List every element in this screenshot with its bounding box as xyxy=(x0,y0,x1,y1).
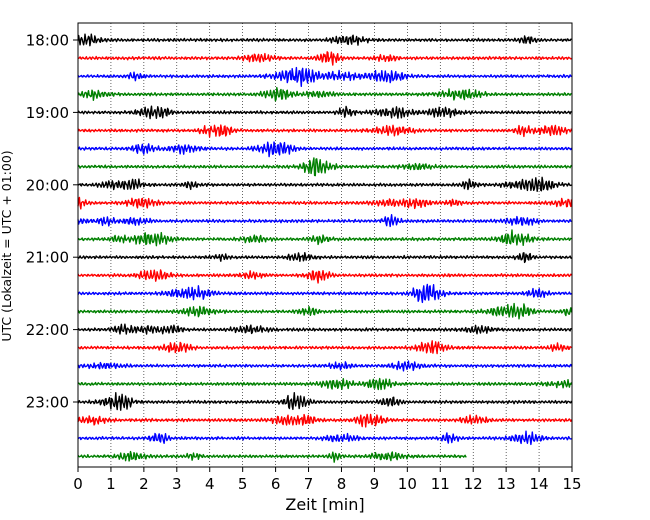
y-tick-label: 20:00 xyxy=(26,176,69,194)
seismic-trace xyxy=(77,283,573,304)
x-tick-label: 11 xyxy=(431,475,450,493)
seismic-trace xyxy=(77,450,467,463)
x-tick-label: 10 xyxy=(398,475,417,493)
y-tick-label: 22:00 xyxy=(26,321,69,339)
seismic-trace xyxy=(77,229,572,247)
seismic-trace xyxy=(77,176,572,192)
seismic-trace xyxy=(77,157,573,177)
seismic-trace xyxy=(77,196,573,210)
x-tick-label: 8 xyxy=(337,475,347,493)
seismic-trace xyxy=(77,105,572,120)
x-tick-label: 14 xyxy=(530,475,549,493)
seismic-trace xyxy=(77,392,573,411)
seismic-trace xyxy=(77,323,572,335)
x-tick-label: 2 xyxy=(139,475,149,493)
grid xyxy=(110,23,540,467)
x-tick-label: 0 xyxy=(73,475,83,493)
y-axis: 18:00 19:00 20:00 21:00 22:00 23:00 xyxy=(26,32,78,412)
x-tick-label: 5 xyxy=(238,475,248,493)
seismic-trace xyxy=(77,377,573,391)
x-tick-label: 6 xyxy=(271,475,281,493)
seismic-trace xyxy=(77,214,572,228)
seismic-trace xyxy=(77,86,572,102)
seismic-trace xyxy=(77,430,572,446)
y-tick-label: 18:00 xyxy=(26,32,69,50)
x-tick-label: 7 xyxy=(304,475,314,493)
x-tick-label: 1 xyxy=(106,475,116,493)
seismic-trace xyxy=(77,33,572,47)
seismic-trace xyxy=(77,124,573,138)
y-tick-label: 23:00 xyxy=(26,394,69,412)
seismic-trace xyxy=(77,360,573,372)
x-tick-label: 3 xyxy=(172,475,182,493)
plot-frame xyxy=(77,22,573,468)
x-tick-label: 4 xyxy=(205,475,215,493)
x-tick-label: 15 xyxy=(562,475,581,493)
x-tick-label: 13 xyxy=(497,475,516,493)
x-axis: 0 1 2 3 4 5 6 7 8 9 10 11 12 13 14 15 xyxy=(73,467,582,493)
seismic-traces xyxy=(77,33,573,463)
y-tick-label: 19:00 xyxy=(26,104,69,122)
x-tick-label: 9 xyxy=(370,475,380,493)
seismic-trace xyxy=(77,413,573,428)
seismic-trace xyxy=(77,141,573,158)
x-tick-label: 12 xyxy=(464,475,483,493)
seismic-trace xyxy=(77,302,573,320)
seismic-trace xyxy=(77,252,573,264)
y-tick-label: 21:00 xyxy=(26,249,69,267)
seismic-trace xyxy=(77,66,573,87)
seismic-trace xyxy=(77,51,572,66)
seismic-trace xyxy=(77,340,572,355)
x-axis-label: Zeit [min] xyxy=(285,495,364,514)
y-axis-label: UTC (Lokalzeit = UTC + 01:00) xyxy=(0,150,14,341)
seismic-trace xyxy=(77,269,573,284)
